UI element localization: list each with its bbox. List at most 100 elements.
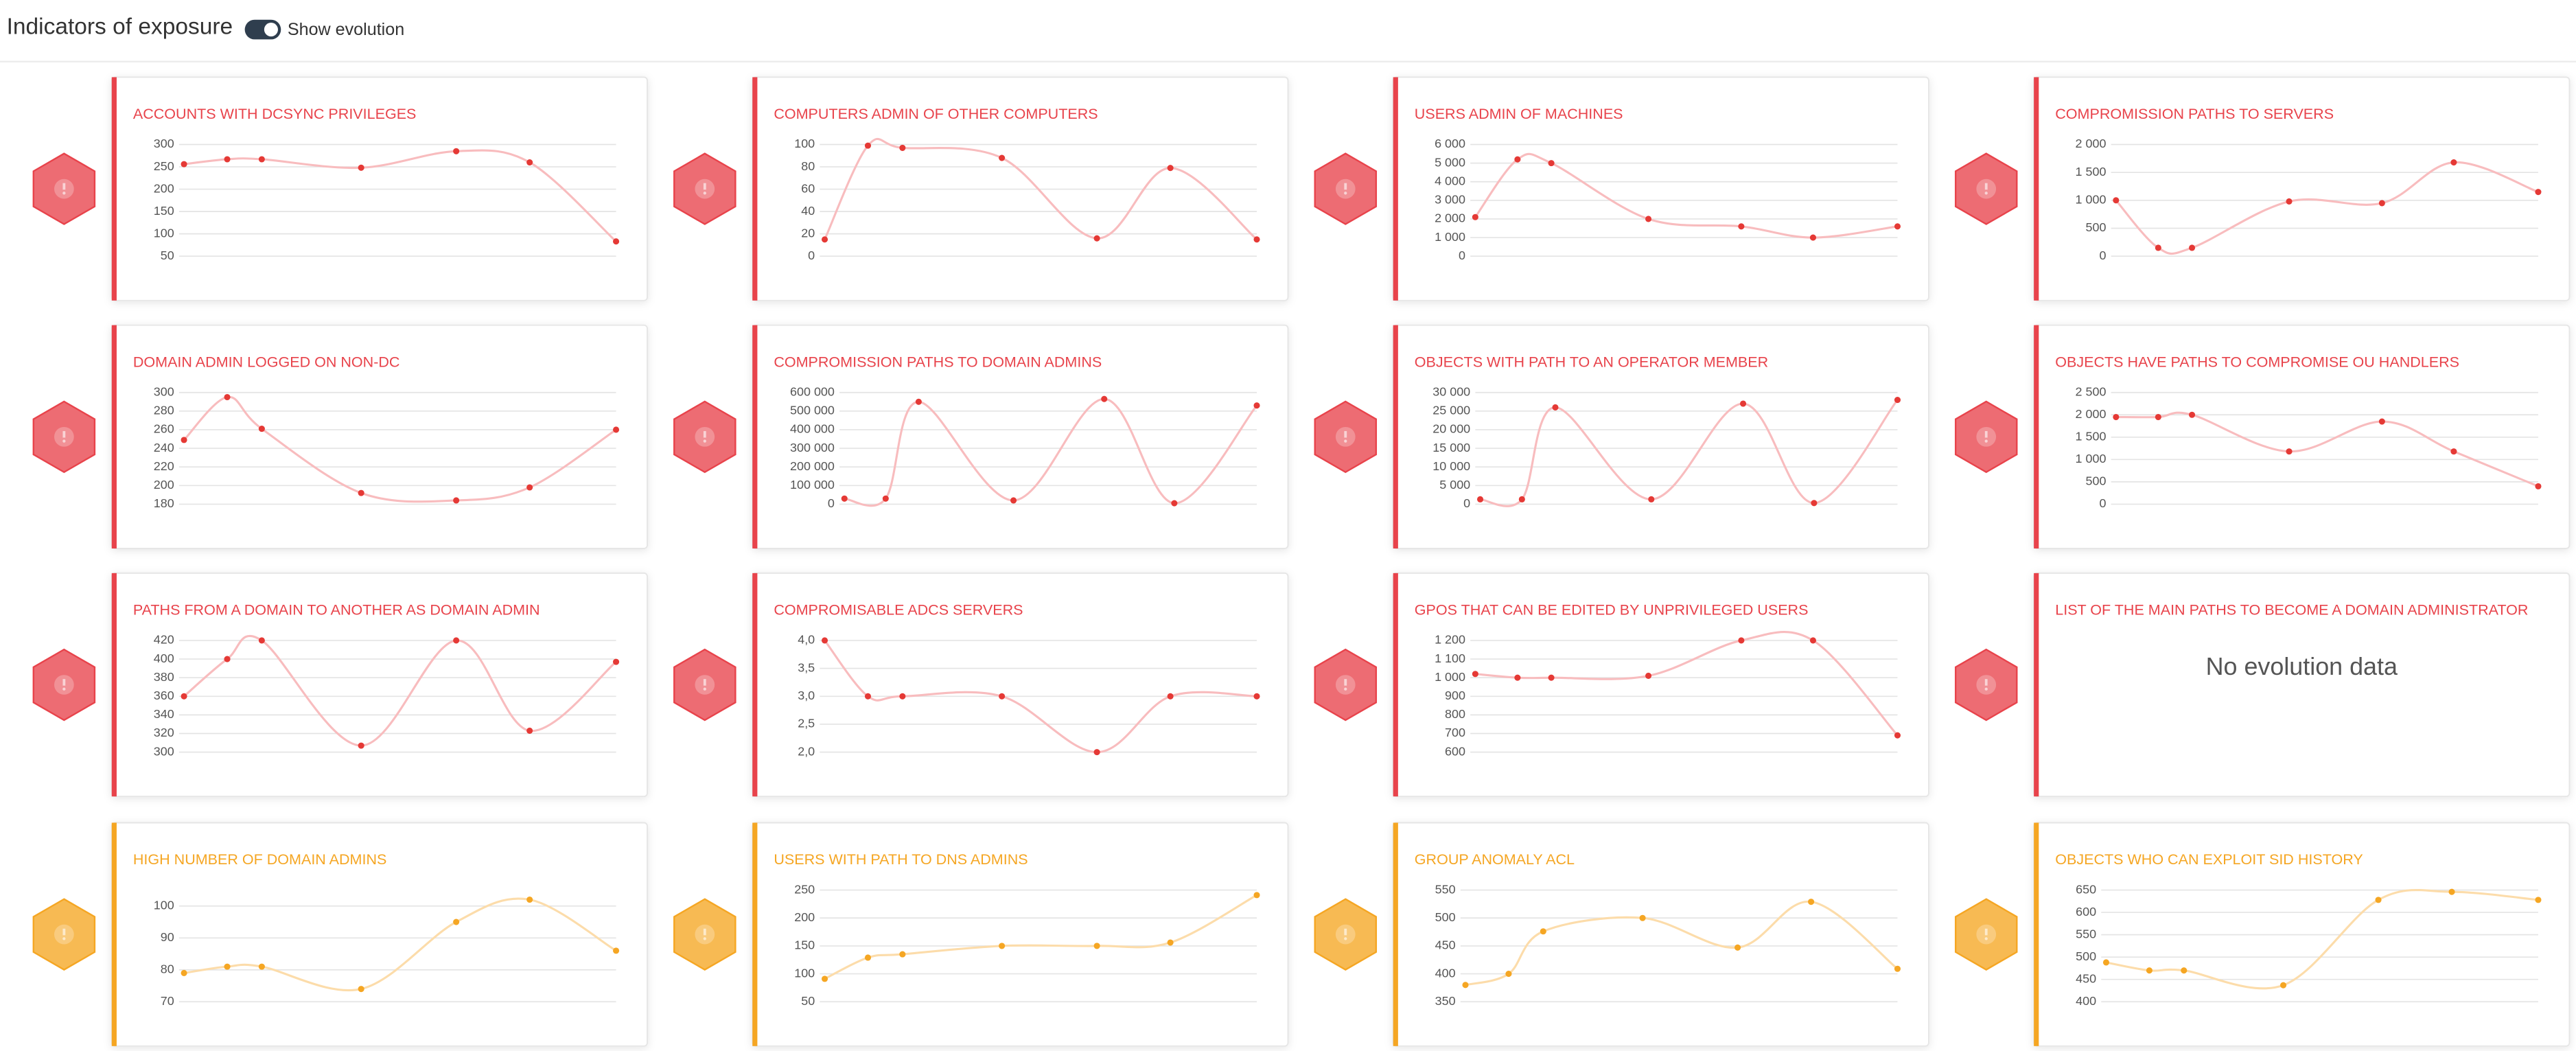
card-accent bbox=[1393, 77, 1398, 301]
data-point bbox=[2535, 483, 2542, 489]
severity-icon-dot bbox=[1984, 687, 1988, 691]
data-point bbox=[181, 437, 187, 443]
y-tick-label: 1 000 bbox=[1435, 230, 1465, 244]
card-accent bbox=[1393, 822, 1398, 1046]
toggle-label[interactable]: Show evolution bbox=[288, 20, 404, 39]
card-title: COMPUTERS ADMIN OF OTHER COMPUTERS bbox=[774, 106, 1098, 122]
y-tick-label: 90 bbox=[161, 930, 174, 944]
data-point bbox=[1548, 160, 1555, 167]
data-point bbox=[1738, 223, 1745, 230]
data-point bbox=[2188, 244, 2196, 251]
severity-icon-dot bbox=[703, 937, 706, 940]
y-tick-label: 70 bbox=[161, 994, 174, 1008]
data-point bbox=[358, 164, 364, 171]
trend-line bbox=[183, 149, 617, 242]
indicator-card[interactable]: COMPROMISABLE ADCS SERVERS 2,0 2,5 3,0 3,5 4,… bbox=[673, 572, 1289, 798]
data-point bbox=[613, 947, 620, 954]
y-tick-label: 360 bbox=[154, 689, 174, 702]
y-tick-label: 900 bbox=[1445, 689, 1465, 702]
y-tick-label: 2,5 bbox=[798, 717, 815, 730]
trend-line bbox=[824, 894, 1257, 980]
data-point bbox=[821, 236, 828, 243]
indicator-card[interactable]: LIST OF THE MAIN PATHS TO BECOME A DOMAI… bbox=[1954, 572, 2571, 798]
indicator-card[interactable]: ACCOUNTS WITH DCSYNC PRIVILEGES 50 100 150 2… bbox=[32, 76, 648, 301]
toggle-knob[interactable] bbox=[264, 23, 278, 37]
card-title: COMPROMISSION PATHS TO DOMAIN ADMINS bbox=[774, 354, 1102, 370]
severity-icon-bar bbox=[62, 183, 66, 190]
data-point bbox=[899, 951, 906, 958]
indicator-card[interactable]: PATHS FROM A DOMAIN TO ANOTHER AS DOMAIN… bbox=[32, 572, 648, 798]
severity-icon-dot bbox=[703, 192, 706, 195]
data-point bbox=[1253, 693, 1260, 700]
y-tick-label: 1 500 bbox=[2076, 430, 2107, 443]
data-point bbox=[882, 495, 889, 502]
data-point bbox=[1639, 914, 1646, 921]
severity-icon-dot bbox=[62, 937, 66, 940]
y-tick-label: 30 000 bbox=[1432, 384, 1470, 398]
indicator-card[interactable]: COMPUTERS ADMIN OF OTHER COMPUTERS 0 20 40 6… bbox=[673, 76, 1289, 301]
data-point bbox=[453, 637, 460, 644]
indicator-card[interactable]: COMPROMISSION PATHS TO SERVERS 0 500 1 000 1… bbox=[1954, 76, 2571, 301]
indicator-card[interactable]: OBJECTS WITH PATH TO AN OPERATOR MEMBER 0… bbox=[1314, 324, 1929, 549]
y-tick-label: 1 100 bbox=[1435, 651, 1465, 665]
data-point bbox=[358, 986, 364, 993]
y-tick-label: 500 000 bbox=[790, 404, 835, 417]
y-tick-label: 100 bbox=[794, 966, 815, 980]
data-point bbox=[453, 919, 460, 925]
y-tick-label: 4,0 bbox=[798, 633, 815, 647]
empty-message: No evolution data bbox=[2206, 653, 2398, 680]
data-point bbox=[1167, 165, 1174, 172]
y-tick-label: 50 bbox=[161, 249, 174, 262]
data-point bbox=[999, 943, 1006, 949]
data-point bbox=[2535, 189, 2542, 196]
data-point bbox=[2113, 413, 2120, 421]
data-point bbox=[526, 159, 533, 166]
data-point bbox=[915, 398, 922, 405]
data-point bbox=[1253, 402, 1260, 409]
y-tick-label: 500 bbox=[2086, 474, 2107, 488]
card-accent bbox=[111, 822, 117, 1046]
indicator-card[interactable]: OBJECTS WHO CAN EXPLOIT SID HISTORY 400 45… bbox=[1954, 822, 2571, 1047]
y-tick-label: 2 000 bbox=[2076, 137, 2107, 150]
y-tick-label: 300 bbox=[154, 137, 174, 150]
data-point bbox=[821, 637, 828, 644]
card-accent bbox=[2034, 573, 2039, 797]
data-point bbox=[453, 148, 460, 154]
data-point bbox=[864, 954, 872, 961]
y-tick-label: 400 bbox=[1435, 966, 1456, 980]
y-tick-label: 80 bbox=[801, 159, 815, 173]
indicator-card[interactable]: GPOS THAT CAN BE EDITED BY UNPRIVILEGED … bbox=[1314, 572, 1929, 798]
card-accent bbox=[752, 822, 758, 1046]
indicator-card[interactable]: GROUP ANOMALY ACL 350 400 450 500 550 bbox=[1314, 822, 1929, 1047]
data-point bbox=[1645, 672, 1652, 680]
indicator-card[interactable]: COMPROMISSION PATHS TO DOMAIN ADMINS 0 100… bbox=[673, 324, 1289, 549]
card-title: OBJECTS WITH PATH TO AN OPERATOR MEMBER bbox=[1415, 354, 1768, 370]
indicator-card[interactable]: USERS WITH PATH TO DNS ADMINS 50 100 150 200… bbox=[673, 822, 1289, 1047]
y-tick-label: 40 bbox=[801, 204, 815, 218]
data-point bbox=[899, 144, 906, 151]
y-tick-label: 2 500 bbox=[2076, 384, 2107, 398]
y-tick-label: 0 bbox=[808, 249, 815, 262]
evolution-toggle[interactable]: Show evolution bbox=[244, 19, 405, 40]
y-tick-label: 600 000 bbox=[790, 384, 835, 398]
card-accent bbox=[2034, 77, 2039, 301]
y-tick-label: 80 bbox=[161, 962, 174, 975]
indicator-card[interactable]: HIGH NUMBER OF DOMAIN ADMINS 70 80 90 100 bbox=[32, 822, 648, 1047]
data-point bbox=[526, 484, 533, 491]
indicator-card[interactable]: DOMAIN ADMIN LOGGED ON NON-DC 180 200 220 24… bbox=[32, 324, 648, 549]
card-accent bbox=[752, 573, 758, 797]
indicator-card[interactable]: USERS ADMIN OF MACHINES 0 1 000 2 000 3 000 4… bbox=[1314, 76, 1929, 301]
severity-icon-bar bbox=[1984, 183, 1988, 190]
y-tick-label: 1 000 bbox=[2076, 193, 2107, 207]
y-tick-label: 1 000 bbox=[2076, 452, 2107, 465]
severity-icon-bar bbox=[1984, 928, 1988, 936]
y-tick-label: 250 bbox=[794, 882, 815, 896]
indicator-card[interactable]: OBJECTS HAVE PATHS TO COMPROMISE OU HAND… bbox=[1954, 324, 2571, 549]
y-tick-label: 0 bbox=[1459, 249, 1465, 262]
card-accent bbox=[1393, 573, 1398, 797]
data-point bbox=[1552, 404, 1559, 411]
data-point bbox=[2286, 198, 2293, 205]
card-accent bbox=[1393, 325, 1398, 548]
data-point bbox=[1093, 943, 1100, 949]
data-point bbox=[1101, 395, 1108, 402]
